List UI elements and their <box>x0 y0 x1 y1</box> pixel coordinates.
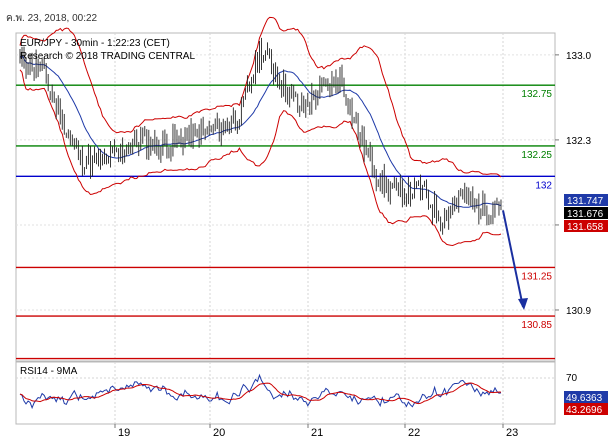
rsi-ma-line <box>19 382 502 405</box>
x-tick-label-2: 21 <box>311 427 323 439</box>
x-tick-label-3: 22 <box>408 427 420 439</box>
level-label-3: 131.25 <box>521 271 552 282</box>
candles <box>19 37 502 235</box>
x-tick-label-1: 20 <box>213 427 225 439</box>
x-axis: 19 20 21 22 23 <box>16 423 555 439</box>
rsi-lines <box>19 373 502 410</box>
rsi-tag-label-0: 49.6363 <box>566 393 603 404</box>
price-tag-label-2: 131.658 <box>567 222 604 233</box>
price-tag-label-1: 131.676 <box>567 209 604 220</box>
rsi-tag-label-1: 43.2696 <box>566 405 603 416</box>
projection-arrow-head <box>518 297 528 310</box>
price-tag-label-0: 131.747 <box>567 196 604 207</box>
x-tick-label-4: 23 <box>506 427 518 439</box>
band-lower-line <box>19 69 502 247</box>
price-tag-1 <box>564 207 608 219</box>
level-label-4: 130.85 <box>521 320 552 331</box>
rsi-tick-70: 70 <box>566 373 578 384</box>
projection-arrow-line <box>502 210 524 308</box>
rsi-line <box>19 373 502 410</box>
band-upper-line <box>19 16 502 178</box>
header-bar: ค.พ. 23, 2018, 00:22 <box>0 0 613 28</box>
rsi-label: RSI14 - 9MA <box>20 366 78 377</box>
level-label-1: 132.25 <box>521 150 552 161</box>
chart-title: EUR/JPY - 30min - 1:22:23 (CET) <box>20 38 170 49</box>
price-tag-0 <box>564 194 608 206</box>
chart-subtitle: Research © 2018 TRADING CENTRAL <box>20 51 195 62</box>
projection-arrow <box>502 210 528 310</box>
header-timestamp: ค.พ. 23, 2018, 00:22 <box>6 13 98 24</box>
main-grid <box>16 33 555 361</box>
x-tick-label-0: 19 <box>118 427 130 439</box>
price-tag-2 <box>564 220 608 232</box>
rsi-tag-1 <box>564 403 608 415</box>
rsi-grid <box>16 362 555 424</box>
y-tick-label-0: 133.0 <box>566 51 591 62</box>
price-tags: 131.747 131.676 131.658 <box>564 194 608 233</box>
level-label-2: 132 <box>535 180 552 191</box>
level-label-0: 132.75 <box>521 89 552 100</box>
y-tick-label-1: 132.3 <box>566 136 591 147</box>
y-tick-label-3: 130.9 <box>566 306 591 317</box>
rsi-tag-0 <box>564 391 608 403</box>
